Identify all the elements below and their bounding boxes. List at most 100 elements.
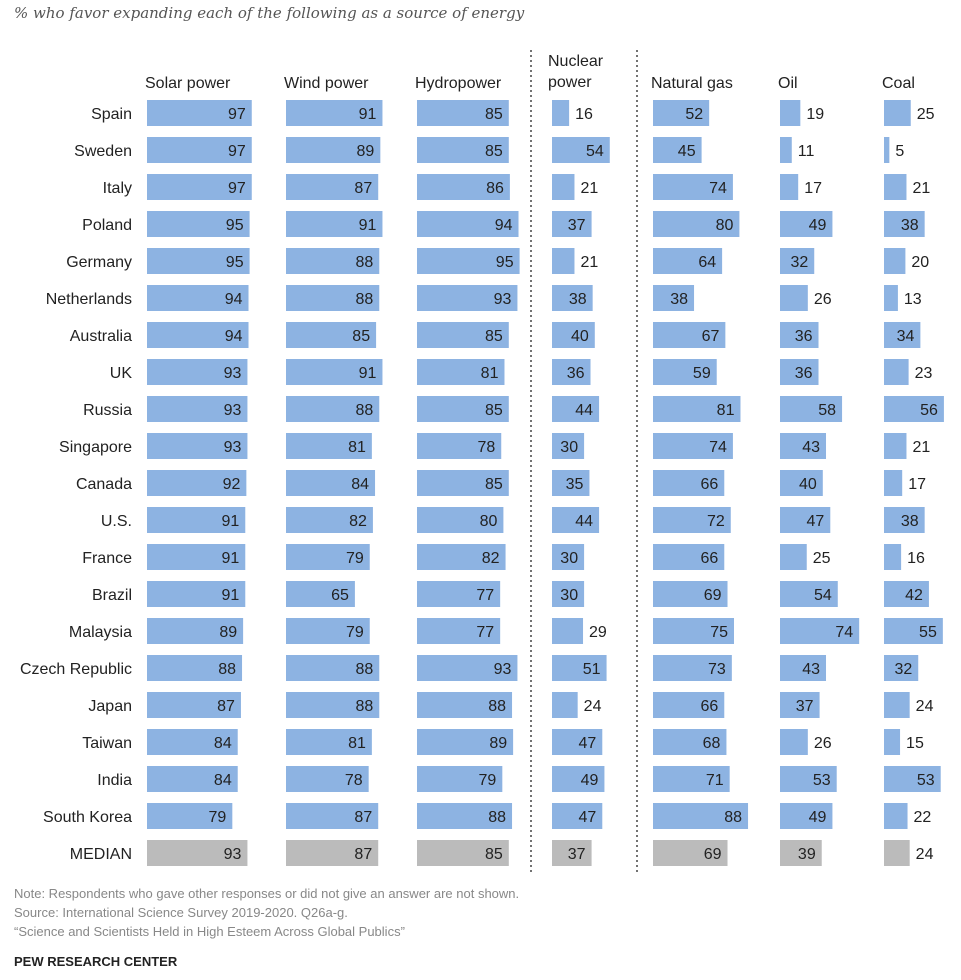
bar <box>780 322 819 348</box>
note-text: Note: Respondents who gave other respons… <box>14 886 520 901</box>
bar <box>417 692 513 718</box>
category-label: Germany <box>66 254 132 271</box>
bar <box>417 581 501 607</box>
bar <box>417 396 509 422</box>
data-label: 88 <box>488 698 506 715</box>
data-label: 82 <box>482 550 500 567</box>
data-label: 84 <box>214 772 232 789</box>
bar <box>147 100 252 126</box>
data-label: 20 <box>911 254 929 271</box>
bar <box>884 655 919 681</box>
data-label: 55 <box>919 624 937 641</box>
bar <box>417 322 509 348</box>
data-label: 56 <box>920 402 938 419</box>
data-label: 95 <box>226 254 244 271</box>
median-bar <box>884 840 910 866</box>
bar <box>653 544 725 570</box>
data-label: 93 <box>224 439 242 456</box>
bar <box>417 655 518 681</box>
bar <box>780 470 823 496</box>
bar <box>552 470 590 496</box>
bar <box>286 359 383 385</box>
bar <box>653 729 727 755</box>
data-label: 15 <box>906 735 924 752</box>
data-label: 81 <box>481 365 499 382</box>
bar <box>653 581 728 607</box>
data-label: 97 <box>228 106 246 123</box>
data-label: 87 <box>217 698 235 715</box>
data-label: 79 <box>209 809 227 826</box>
bar <box>417 248 520 274</box>
bar <box>884 359 909 385</box>
bar <box>653 322 726 348</box>
bar <box>552 766 605 792</box>
data-label: 53 <box>917 772 935 789</box>
data-label: 85 <box>485 402 503 419</box>
data-label: 17 <box>804 180 822 197</box>
data-label: 78 <box>477 439 495 456</box>
data-label: 66 <box>700 550 718 567</box>
data-label: 39 <box>798 846 816 863</box>
bar <box>286 766 369 792</box>
bar <box>417 211 519 237</box>
data-label: 13 <box>904 291 922 308</box>
data-label: 95 <box>226 217 244 234</box>
column-header-1: Wind power <box>284 75 369 92</box>
category-label: Italy <box>103 180 132 197</box>
bar <box>552 285 593 311</box>
data-label: 21 <box>912 180 930 197</box>
data-label: 54 <box>586 143 604 160</box>
bar <box>884 100 911 126</box>
data-label: 24 <box>584 698 602 715</box>
bar <box>286 322 377 348</box>
data-label: 36 <box>795 328 813 345</box>
data-label: 88 <box>355 291 373 308</box>
bar <box>884 470 903 496</box>
bar <box>780 100 801 126</box>
data-label: 88 <box>355 402 373 419</box>
data-label: 21 <box>580 254 598 271</box>
data-label: 92 <box>223 476 241 493</box>
data-label: 43 <box>802 661 820 678</box>
data-label: 68 <box>703 735 721 752</box>
data-label: 89 <box>357 143 375 160</box>
bar <box>147 766 238 792</box>
data-label: 44 <box>575 513 593 530</box>
data-label: 74 <box>835 624 853 641</box>
data-label: 84 <box>351 476 369 493</box>
bar <box>147 507 246 533</box>
data-label: 5 <box>895 143 904 160</box>
data-label: 85 <box>485 106 503 123</box>
data-label: 30 <box>560 439 578 456</box>
bar <box>552 581 585 607</box>
data-label: 82 <box>349 513 367 530</box>
data-label: 37 <box>568 217 586 234</box>
bar <box>147 655 243 681</box>
category-label: Czech Republic <box>20 661 132 678</box>
data-label: 58 <box>818 402 836 419</box>
data-label: 36 <box>795 365 813 382</box>
data-label: 77 <box>476 624 494 641</box>
bar <box>552 433 585 459</box>
bar <box>417 174 510 200</box>
data-label: 40 <box>571 328 589 345</box>
bar <box>780 396 843 422</box>
data-label: 47 <box>806 513 824 530</box>
data-label: 38 <box>901 217 919 234</box>
bar <box>286 581 355 607</box>
data-label: 81 <box>348 735 366 752</box>
data-label: 25 <box>917 106 935 123</box>
data-label: 22 <box>914 809 932 826</box>
data-label: 79 <box>479 772 497 789</box>
category-label: Poland <box>82 217 132 234</box>
bar <box>147 248 250 274</box>
bar <box>780 692 820 718</box>
data-label: 84 <box>214 735 232 752</box>
bar <box>417 618 501 644</box>
bar <box>780 803 833 829</box>
bar <box>780 766 837 792</box>
data-label: 85 <box>485 846 503 863</box>
data-label: 93 <box>224 846 242 863</box>
data-label: 97 <box>228 143 246 160</box>
category-label: Japan <box>88 698 132 715</box>
